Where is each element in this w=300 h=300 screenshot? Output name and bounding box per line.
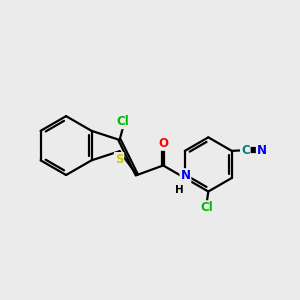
Text: O: O <box>158 137 168 150</box>
Text: Cl: Cl <box>200 201 213 214</box>
Text: N: N <box>180 169 190 182</box>
Text: S: S <box>115 153 123 166</box>
Text: N: N <box>257 144 267 157</box>
Text: C: C <box>241 144 250 157</box>
Text: Cl: Cl <box>117 115 130 128</box>
Text: H: H <box>175 185 183 195</box>
